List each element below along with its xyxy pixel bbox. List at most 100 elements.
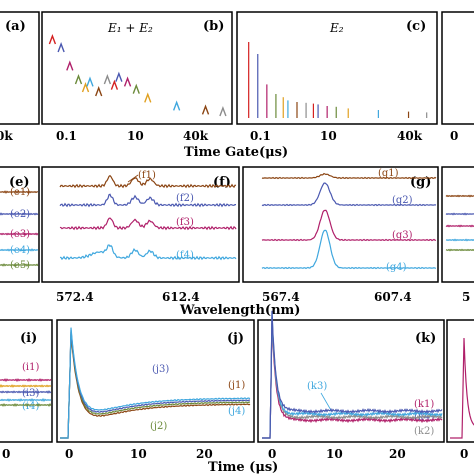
marker-b-0 bbox=[48, 34, 57, 45]
tick-j-0: 0 bbox=[65, 447, 73, 461]
curve-l-1 bbox=[450, 337, 474, 439]
curve-e-3 bbox=[0, 232, 39, 236]
series-label-g2: (g2) bbox=[392, 195, 413, 206]
marker-b-13 bbox=[172, 100, 181, 111]
row1-axis-title: Time Gate(μs) bbox=[184, 145, 288, 160]
marker-b-9 bbox=[115, 71, 123, 82]
tick-k-2: 20 bbox=[389, 447, 406, 461]
panel-e-frame bbox=[0, 166, 40, 283]
curve-layer bbox=[0, 172, 474, 439]
series-label-j3: (j3) bbox=[152, 364, 169, 375]
marker-b-11 bbox=[132, 83, 140, 94]
tick-d-0: 0 bbox=[450, 129, 458, 143]
marker-b-12 bbox=[144, 92, 152, 103]
marker-b-6 bbox=[95, 86, 103, 97]
panel-a-frame bbox=[0, 11, 40, 125]
curve-g-2 bbox=[261, 182, 437, 207]
curve-h-1 bbox=[445, 194, 474, 198]
marker-b-14 bbox=[201, 104, 210, 115]
series-label-k2: (k2) bbox=[414, 426, 434, 437]
curve-f-3 bbox=[59, 217, 237, 231]
tick-j-2: 20 bbox=[196, 447, 213, 461]
curve-k-1 bbox=[262, 321, 443, 439]
curve-f-1 bbox=[59, 174, 237, 189]
curve-g-1 bbox=[261, 172, 437, 180]
curve-i-4 bbox=[0, 397, 52, 403]
series-label-i1: (i1) bbox=[22, 362, 39, 373]
tick-b-0: 0.1 bbox=[56, 129, 77, 143]
series-label-f2: (f2) bbox=[176, 193, 194, 204]
curve-j-4 bbox=[60, 327, 251, 439]
marker-b-15 bbox=[219, 106, 227, 117]
panel-g-frame bbox=[242, 166, 439, 283]
series-label-f1: (f1) bbox=[138, 170, 156, 181]
panel-label-a: (a) bbox=[5, 19, 26, 34]
curve-e-2 bbox=[0, 212, 39, 216]
tick-c-2: 40k bbox=[397, 129, 423, 143]
marker-b-1 bbox=[57, 42, 65, 53]
panel-title-c: E₂ bbox=[329, 21, 344, 35]
panel-label-f: (f) bbox=[213, 175, 231, 190]
curve-h-2 bbox=[445, 212, 474, 216]
series-label-g3: (g3) bbox=[392, 230, 413, 241]
panel-label-k: (k) bbox=[415, 331, 436, 346]
arrow-k3 bbox=[320, 392, 333, 413]
curve-j-3 bbox=[60, 330, 250, 439]
series-label-k3: (k3) bbox=[307, 381, 327, 392]
curve-f-4 bbox=[59, 244, 237, 261]
panel-c-markers bbox=[248, 42, 428, 118]
curve-h-3 bbox=[445, 224, 474, 228]
marker-b-7 bbox=[103, 74, 112, 85]
curve-e-4 bbox=[0, 248, 39, 252]
marker-b-2 bbox=[66, 60, 74, 71]
series-label-f4: (f4) bbox=[176, 250, 194, 261]
tick-f-1: 612.4 bbox=[162, 290, 200, 304]
tick-c-1: 10 bbox=[320, 129, 337, 143]
curve-h-5 bbox=[445, 248, 474, 252]
curve-g-4 bbox=[261, 229, 437, 270]
row2-axis-title: Wavelength(nm) bbox=[179, 303, 300, 318]
curve-k-4 bbox=[262, 310, 443, 439]
row3-axis-title: Time (μs) bbox=[208, 460, 278, 474]
tick-g-1: 607.4 bbox=[374, 290, 412, 304]
curve-i-3 bbox=[0, 390, 52, 394]
curve-e-1 bbox=[0, 190, 38, 194]
panel-d-frame bbox=[441, 11, 474, 125]
series-label-g1: (g1) bbox=[378, 168, 399, 179]
tick-k-1: 10 bbox=[326, 447, 343, 461]
series-label-j2: (j2) bbox=[150, 421, 167, 432]
curve-i-1 bbox=[0, 377, 52, 383]
marker-b-8 bbox=[110, 79, 119, 90]
panel-h-frame bbox=[441, 166, 474, 283]
panel-label-c: (c) bbox=[406, 19, 426, 34]
series-label-j4: (j4) bbox=[228, 406, 245, 417]
curve-i-2 bbox=[0, 383, 52, 388]
panel-i-frame bbox=[0, 319, 53, 443]
panel-label-i: (i) bbox=[20, 331, 37, 346]
tick-c-0: 0.1 bbox=[250, 129, 271, 143]
panel-c-frame bbox=[236, 11, 438, 125]
curve-f-2 bbox=[59, 193, 236, 208]
curve-g-3 bbox=[261, 209, 437, 242]
tick-f-0: 572.4 bbox=[56, 290, 94, 304]
tick-h-0: 5 bbox=[462, 290, 470, 304]
tick-j-1: 10 bbox=[130, 447, 147, 461]
curve-j-1 bbox=[60, 334, 251, 439]
tick-b-1: 10 bbox=[127, 129, 144, 143]
panel-label-j: (j) bbox=[227, 331, 244, 346]
panel-j-frame bbox=[56, 319, 255, 443]
marker-b-4 bbox=[81, 82, 90, 93]
curve-e-5 bbox=[0, 263, 39, 267]
panel-b-frame bbox=[41, 11, 233, 125]
panel-l-frame bbox=[446, 319, 474, 443]
panel-title-b: E₁ + E₂ bbox=[107, 21, 153, 35]
tick-k-0: 0 bbox=[268, 447, 276, 461]
curve-k-3 bbox=[262, 312, 443, 439]
series-label-f3: (f3) bbox=[176, 217, 194, 228]
marker-b-5 bbox=[86, 76, 94, 87]
marker-b-10 bbox=[123, 76, 132, 87]
curve-j-2 bbox=[60, 332, 250, 439]
tick-a-0: 0k bbox=[0, 129, 13, 143]
tick-g-0: 567.4 bbox=[262, 290, 300, 304]
